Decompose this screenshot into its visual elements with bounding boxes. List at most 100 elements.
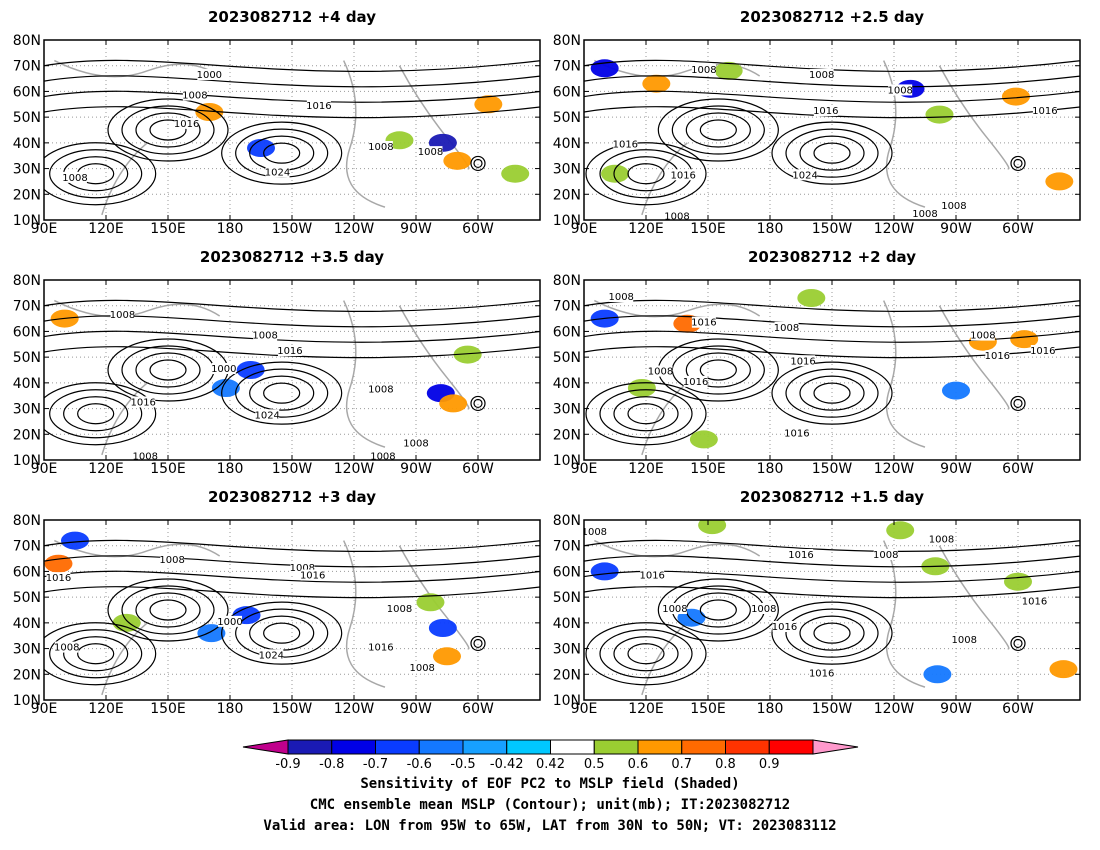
contour-label-bg <box>160 554 185 566</box>
lat-tick-label: 50N <box>553 110 581 126</box>
mslp-contour <box>584 75 1080 88</box>
colorbar-arrow-right <box>812 739 859 755</box>
shading-patch <box>416 593 445 612</box>
contour-label-bg <box>306 99 331 111</box>
mslp-contour <box>473 158 483 169</box>
colorbar-box <box>287 739 333 755</box>
contour-label: 1024 <box>792 170 817 181</box>
contour-label: 1008 <box>370 451 395 462</box>
mslp-contour <box>44 586 540 599</box>
lon-tick-label: 90E <box>31 461 58 477</box>
contour-label-bg <box>211 363 236 374</box>
coastline <box>593 539 1010 696</box>
colorbar-box <box>768 739 814 755</box>
mslp-contour <box>627 163 665 185</box>
shading-patch <box>1049 660 1078 679</box>
lon-tick-label: 90W <box>940 701 972 717</box>
contour-label-bg <box>182 89 207 101</box>
contour-label: 1008 <box>409 663 434 674</box>
mslp-contour <box>657 338 779 402</box>
lon-tick-label: 150W <box>272 461 313 477</box>
colorbar-box <box>681 739 726 755</box>
contour-label-bg <box>1032 105 1057 116</box>
contour-label-bg <box>259 649 284 661</box>
contour-label-bg <box>970 329 995 341</box>
contour-label-bg <box>265 166 290 178</box>
mslp-contour <box>44 330 540 343</box>
contour-label-bg <box>404 437 428 449</box>
colorbar-label: 0.7 <box>671 757 692 772</box>
contour-label-bg <box>671 169 696 181</box>
mslp-contour <box>785 608 879 658</box>
contour-label-bg <box>63 171 87 183</box>
mslp-contour <box>77 403 115 425</box>
contour-label-bg <box>691 316 716 328</box>
lon-tick-label: 150E <box>690 701 726 717</box>
contour-label-bg <box>418 146 443 158</box>
mslp-contour <box>121 105 215 155</box>
shading-patch <box>698 520 727 535</box>
contour-label: 1008 <box>159 555 184 566</box>
contour-label: 1008 <box>252 331 277 342</box>
lat-tick-label: 80N <box>553 33 581 49</box>
lon-tick-label: 180 <box>757 461 784 477</box>
lon-tick-label: 150W <box>272 221 313 237</box>
mslp-contour <box>657 578 779 642</box>
contour-label-bg <box>300 569 325 581</box>
caption-line-2: CMC ensemble mean MSLP (Contour); unit(m… <box>309 797 791 813</box>
shading-patch <box>886 521 915 540</box>
lon-tick-label: 60W <box>1002 461 1034 477</box>
mslp-contour <box>135 352 201 388</box>
lon-tick-label: 150E <box>690 221 726 237</box>
contour-label: 1024 <box>265 168 290 179</box>
mslp-contour <box>221 121 343 185</box>
mslp-contour <box>263 622 301 644</box>
mslp-contour <box>627 643 665 665</box>
lat-tick-label: 80N <box>13 33 41 49</box>
contour-label: 1016 <box>1022 596 1047 607</box>
contour-label-bg <box>813 105 838 116</box>
mslp-contour <box>799 615 865 651</box>
mslp-contour <box>149 599 187 621</box>
mslp-contour <box>44 299 540 312</box>
contour-label-bg <box>888 84 913 96</box>
mslp-contour <box>1010 395 1026 412</box>
lat-tick-label: 50N <box>553 590 581 606</box>
lon-tick-label: 120W <box>334 701 375 717</box>
mslp-contour <box>44 346 540 359</box>
mslp-contour <box>799 135 865 171</box>
contour-label-bg <box>662 603 687 614</box>
mslp-contour <box>107 578 229 642</box>
lat-tick-label: 10N <box>13 213 41 229</box>
lat-tick-label: 60N <box>553 324 581 340</box>
lon-tick-label: 120W <box>874 461 915 477</box>
contour-label-bg <box>584 525 607 537</box>
lat-tick-label: 80N <box>553 273 581 289</box>
mslp-contour <box>599 389 693 439</box>
contour-label-bg <box>609 291 634 302</box>
mslp-contour <box>799 375 865 411</box>
lat-tick-label: 70N <box>553 539 581 555</box>
mslp-contour <box>1010 155 1026 172</box>
map-panel-2: 1008 1008 1008 1016 1016 1016 1024 1016 1008 1008… <box>553 8 1081 237</box>
shading-patch <box>247 139 275 157</box>
panel-title: 2023082712 +2 day <box>748 248 916 266</box>
contour-label: 1008 <box>873 550 898 561</box>
mslp-contour <box>584 315 1080 328</box>
lon-tick-label: 150W <box>272 701 313 717</box>
contour-label-bg <box>985 350 1010 362</box>
contour-label: 1008 <box>368 142 393 153</box>
contour-label-bg <box>913 207 937 219</box>
colorbar-box <box>331 739 376 755</box>
panel-title: 2023082712 +2.5 day <box>740 8 924 26</box>
lon-tick-label: 90E <box>31 701 58 717</box>
mslp-contour <box>470 395 486 412</box>
lon-tick-label: 150E <box>150 701 186 717</box>
lat-tick-label: 10N <box>13 693 41 709</box>
contour-label: 1000 <box>197 70 222 81</box>
lat-tick-label: 40N <box>13 376 41 392</box>
contour-label: 1016 <box>691 318 716 329</box>
contour-label: 1016 <box>683 377 708 388</box>
contour-label: 1016 <box>670 170 695 181</box>
shading-patch <box>590 562 619 581</box>
